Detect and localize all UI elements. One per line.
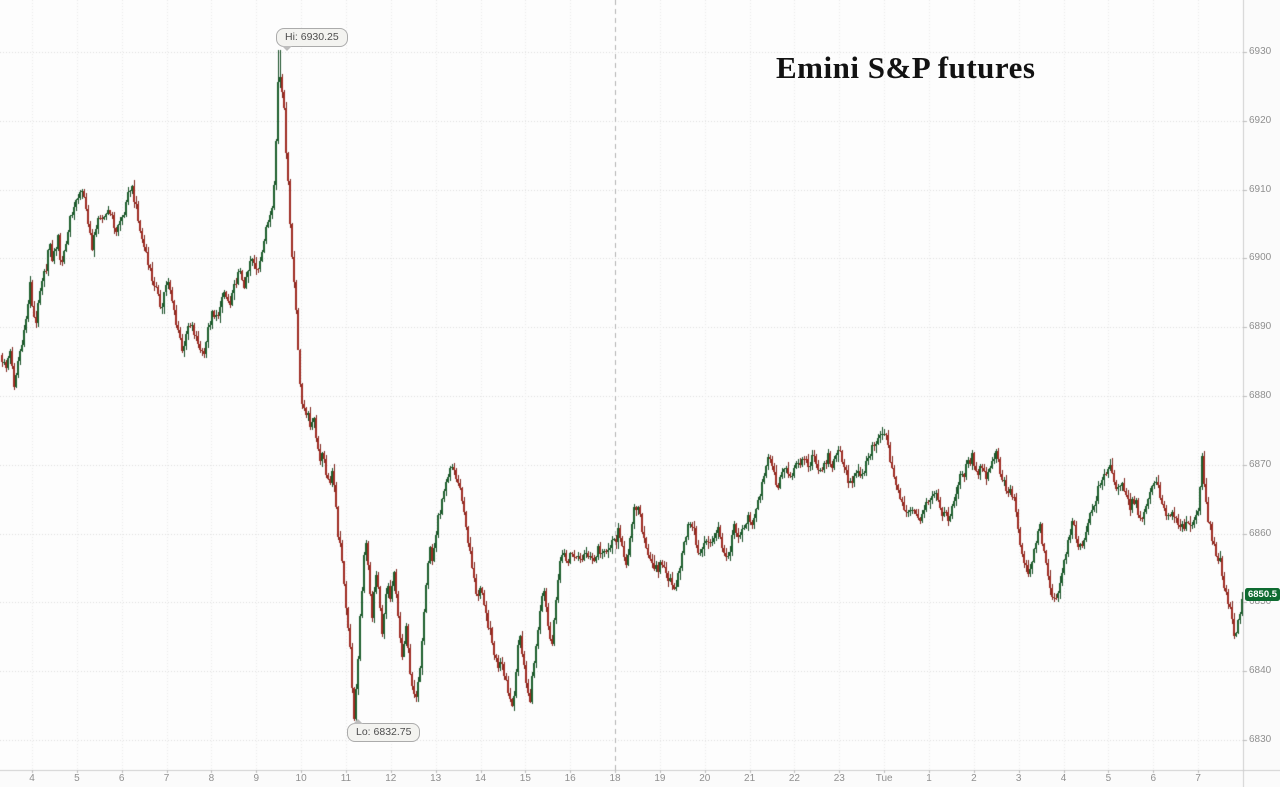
x-tick-label: 16 xyxy=(564,773,576,784)
y-tick-label: 6910 xyxy=(1249,183,1272,195)
y-tick-label: 6900 xyxy=(1249,252,1272,264)
x-tick-label: 18 xyxy=(609,773,621,784)
y-tick-label: 6880 xyxy=(1249,390,1272,401)
x-tick-label: 21 xyxy=(744,773,756,784)
x-tick-label: 3 xyxy=(1015,773,1022,784)
x-tick-label: 19 xyxy=(654,773,666,784)
x-tick-label: 2 xyxy=(971,773,977,784)
x-tick-label: 14 xyxy=(474,773,487,784)
chart-title: Emini S&P futures xyxy=(776,50,1036,85)
x-tick-label: 8 xyxy=(208,773,215,784)
x-tick-label: 4 xyxy=(29,773,35,784)
x-tick-label: Tue xyxy=(875,773,893,784)
x-tick-label: 20 xyxy=(699,773,711,784)
x-tick-label: 4 xyxy=(1060,773,1067,784)
y-tick-label: 6830 xyxy=(1249,734,1272,745)
x-tick-label: 9 xyxy=(253,773,260,784)
x-tick-label: 7 xyxy=(1195,773,1201,784)
y-tick-label: 6850 xyxy=(1249,596,1272,608)
y-tick-label: 6840 xyxy=(1249,665,1272,677)
high-annotation-label: Hi: 6930.25 xyxy=(285,31,339,43)
high-annotation: Hi: 6930.25 xyxy=(276,28,348,51)
last-price-badge: 6850.5 xyxy=(1245,588,1280,601)
y-tick-label: 6890 xyxy=(1249,321,1272,333)
x-tick-label: 5 xyxy=(74,773,80,784)
y-tick-label: 6870 xyxy=(1249,458,1272,470)
y-tick-label: 6930 xyxy=(1249,46,1272,57)
y-tick-label: 6860 xyxy=(1249,527,1272,539)
x-tick-label: 11 xyxy=(340,773,352,784)
x-tick-label: 15 xyxy=(519,773,531,784)
x-tick-label: 6 xyxy=(118,773,125,784)
x-tick-label: 23 xyxy=(833,773,845,784)
x-tick-label: 1 xyxy=(926,773,932,784)
x-tick-label: 10 xyxy=(295,773,307,784)
y-tick-label: 6920 xyxy=(1249,114,1272,126)
x-tick-label: 7 xyxy=(163,773,170,784)
x-tick-label: 5 xyxy=(1105,773,1112,784)
x-tick-label: 22 xyxy=(788,773,800,784)
x-tick-label: 12 xyxy=(385,773,397,784)
x-tick-label: 6 xyxy=(1150,773,1157,784)
low-annotation-label: Lo: 6832.75 xyxy=(356,726,412,738)
high-annotation-pointer-icon xyxy=(282,46,292,51)
low-annotation-pointer-icon xyxy=(353,719,363,724)
x-tick-label: 13 xyxy=(430,773,442,784)
low-annotation: Lo: 6832.75 xyxy=(347,719,421,742)
